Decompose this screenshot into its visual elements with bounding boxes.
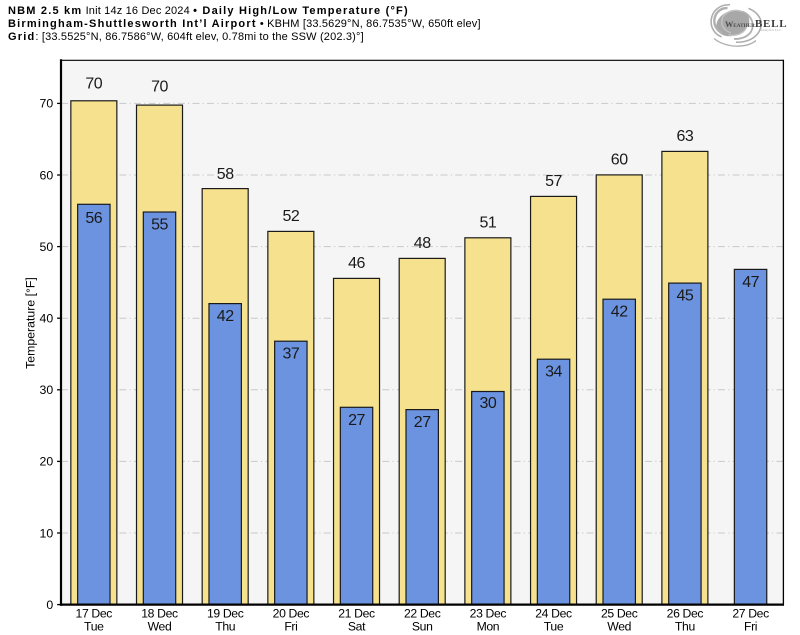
svg-text:27: 27 — [414, 414, 431, 431]
svg-text:56: 56 — [85, 210, 102, 227]
svg-text:24 Dec: 24 Dec — [535, 606, 572, 620]
svg-text:57: 57 — [545, 173, 562, 190]
svg-text:Tue: Tue — [544, 620, 564, 634]
svg-text:60: 60 — [611, 151, 628, 168]
svg-text:Mon: Mon — [477, 620, 500, 634]
svg-text:37: 37 — [283, 346, 300, 363]
svg-text:50: 50 — [40, 240, 54, 254]
svg-text:48: 48 — [414, 235, 431, 252]
svg-text:10: 10 — [40, 526, 54, 540]
svg-text:Sun: Sun — [412, 620, 433, 634]
svg-text:34: 34 — [545, 364, 562, 381]
svg-text:70: 70 — [151, 79, 168, 96]
svg-text:30: 30 — [480, 395, 497, 412]
svg-text:40: 40 — [40, 312, 54, 326]
svg-text:20 Dec: 20 Dec — [273, 606, 310, 620]
svg-text:Thu: Thu — [675, 620, 695, 634]
svg-text:Fri: Fri — [284, 620, 297, 634]
svg-text:Temperature [°F]: Temperature [°F] — [24, 277, 38, 369]
svg-text:70: 70 — [85, 76, 102, 93]
svg-text:Thu: Thu — [215, 620, 235, 634]
svg-text:60: 60 — [40, 168, 54, 182]
svg-text:21 Dec: 21 Dec — [338, 606, 375, 620]
svg-text:46: 46 — [348, 255, 365, 272]
svg-text:70: 70 — [40, 97, 54, 111]
svg-text:0: 0 — [46, 598, 53, 612]
svg-text:WEATHERBELL: WEATHERBELL — [725, 18, 787, 30]
svg-text:63: 63 — [677, 128, 694, 145]
svg-text:26 Dec: 26 Dec — [667, 606, 704, 620]
svg-text:55: 55 — [151, 217, 168, 234]
svg-text:30: 30 — [40, 383, 54, 397]
svg-text:45: 45 — [677, 288, 694, 305]
svg-text:Wed: Wed — [148, 620, 172, 634]
svg-text:19 Dec: 19 Dec — [207, 606, 244, 620]
svg-text:Fri: Fri — [744, 620, 757, 634]
svg-text:42: 42 — [217, 308, 234, 325]
svg-text:Wed: Wed — [607, 620, 631, 634]
svg-text:42: 42 — [611, 304, 628, 321]
svg-text:27: 27 — [348, 412, 365, 429]
svg-text:25 Dec: 25 Dec — [601, 606, 638, 620]
svg-text:52: 52 — [283, 208, 300, 225]
svg-text:Analytics LLC: Analytics LLC — [761, 28, 782, 32]
svg-text:23 Dec: 23 Dec — [470, 606, 507, 620]
svg-text:27 Dec: 27 Dec — [732, 606, 769, 620]
svg-text:22 Dec: 22 Dec — [404, 606, 441, 620]
svg-text:18 Dec: 18 Dec — [141, 606, 178, 620]
svg-text:Tue: Tue — [84, 620, 104, 634]
svg-text:51: 51 — [480, 214, 497, 231]
svg-text:Sat: Sat — [348, 620, 366, 634]
svg-text:20: 20 — [40, 455, 54, 469]
svg-text:47: 47 — [742, 274, 759, 291]
svg-text:17 Dec: 17 Dec — [76, 606, 113, 620]
svg-text:58: 58 — [217, 166, 234, 183]
